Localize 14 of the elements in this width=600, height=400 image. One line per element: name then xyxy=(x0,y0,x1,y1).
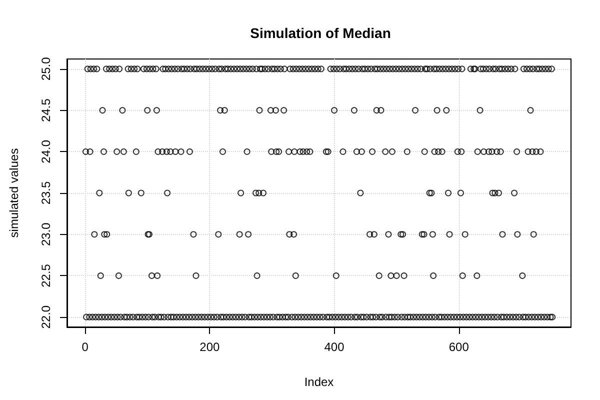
chart-title: Simulation of Median xyxy=(250,25,391,41)
y-tick-label: 25.0 xyxy=(39,56,53,81)
x-tick-label: 0 xyxy=(82,340,89,354)
y-tick-label: 22.0 xyxy=(39,305,53,329)
x-tick-label: 400 xyxy=(324,340,345,354)
y-axis-title: simulated values xyxy=(7,148,21,238)
y-tick-label: 24.5 xyxy=(39,98,53,122)
x-tick-label: 200 xyxy=(200,340,220,354)
x-tick-label: 600 xyxy=(448,340,470,354)
y-tick-label: 22.5 xyxy=(39,264,53,288)
y-tick-label: 23.5 xyxy=(39,181,53,205)
y-tick-label: 23.0 xyxy=(39,222,53,246)
x-axis-title: Index xyxy=(304,375,334,389)
y-tick-label: 24.0 xyxy=(39,140,53,164)
